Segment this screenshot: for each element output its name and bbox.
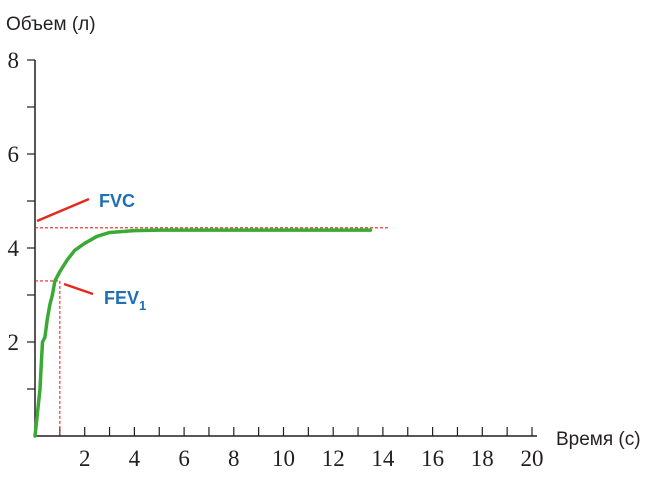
x-tick-label: 20 <box>521 446 544 471</box>
fev1-label: FEV1 <box>104 288 146 313</box>
x-tick-label: 2 <box>79 446 91 471</box>
x-tick-label: 16 <box>421 446 444 471</box>
axis-ticks: 2 4 6 8 10 12 14 16 18 20 2 4 6 8 <box>8 48 544 471</box>
y-tick-label: 2 <box>8 330 20 355</box>
x-axis-label: Время (с) <box>556 429 641 450</box>
y-axis-label: Объем (л) <box>6 14 96 35</box>
x-tick-label: 8 <box>228 446 240 471</box>
y-tick-label: 4 <box>8 236 20 261</box>
x-tick-label: 12 <box>322 446 345 471</box>
volume-curve <box>33 228 373 438</box>
x-tick-label: 14 <box>371 446 395 471</box>
y-tick-label: 8 <box>8 48 20 73</box>
x-tick-label: 4 <box>129 446 141 471</box>
x-tick-label: 18 <box>471 446 494 471</box>
fvc-label: FVC <box>99 191 135 211</box>
reference-lines <box>35 227 390 436</box>
fev1-label-main: FEV <box>104 288 139 308</box>
x-tick-label: 10 <box>272 446 295 471</box>
x-tick-label: 6 <box>178 446 190 471</box>
fev1-label-subscript: 1 <box>139 298 146 313</box>
fvc-pointer-line <box>36 197 90 223</box>
y-tick-label: 6 <box>8 142 20 167</box>
fev1-pointer-line <box>63 282 94 296</box>
